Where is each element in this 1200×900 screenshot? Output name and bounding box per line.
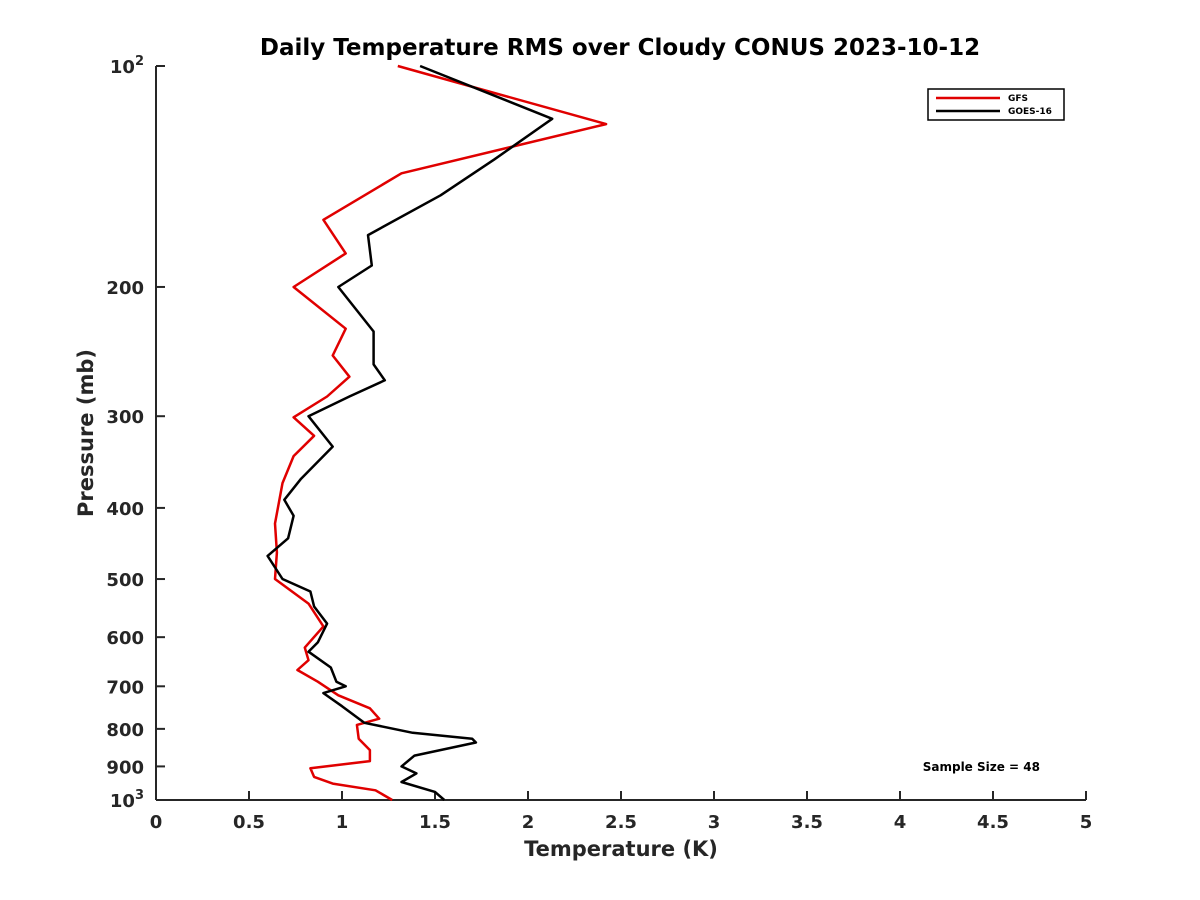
y-tick-label: 700 — [106, 677, 144, 698]
y-tick-label: 400 — [106, 499, 144, 520]
legend-label-goes16: GOES-16 — [1008, 107, 1052, 117]
x-axis-label: Temperature (K) — [524, 837, 718, 861]
x-tick-label: 2.5 — [605, 812, 637, 833]
y-tick-label: 103 — [110, 788, 144, 812]
x-tick-label: 0.5 — [233, 812, 265, 833]
chart-title: Daily Temperature RMS over Cloudy CONUS … — [260, 35, 980, 61]
axes — [155, 66, 1086, 801]
x-tick-label: 4 — [894, 812, 907, 833]
legend-box — [927, 88, 1065, 121]
x-tick-label: 3 — [708, 812, 721, 833]
y-tick-label: 600 — [106, 628, 144, 649]
x-tick-label: 1.5 — [419, 812, 451, 833]
x-tick-label: 4.5 — [977, 812, 1009, 833]
x-tick-label: 1 — [336, 812, 349, 833]
x-tick-label: 2 — [522, 812, 535, 833]
sample-size-annotation: Sample Size = 48 — [923, 760, 1040, 774]
y-tick-label: 300 — [106, 407, 144, 428]
x-tick-label: 0 — [150, 812, 163, 833]
y-tick-label: 200 — [106, 278, 144, 299]
series-lines — [266, 64, 608, 802]
series-line-goes16 — [266, 64, 554, 801]
x-tick-label: 3.5 — [791, 812, 823, 833]
y-axis-label: Pressure (mb) — [74, 349, 98, 517]
series-line-gfs — [273, 64, 608, 802]
x-tick-label: 5 — [1080, 812, 1093, 833]
y-ticks: 102 200 300 400 500 600 700 800 900 103 — [106, 54, 165, 812]
x-ticks: 0 0.5 1 1.5 2 2.5 3 3.5 4 4.5 5 — [150, 791, 1093, 833]
y-tick-label: 500 — [106, 570, 144, 591]
y-tick-label: 800 — [106, 720, 144, 741]
legend: GFS GOES-16 — [927, 88, 1065, 121]
y-tick-label: 900 — [106, 757, 144, 778]
legend-label-gfs: GFS — [1008, 94, 1028, 104]
y-tick-label: 102 — [110, 54, 144, 78]
